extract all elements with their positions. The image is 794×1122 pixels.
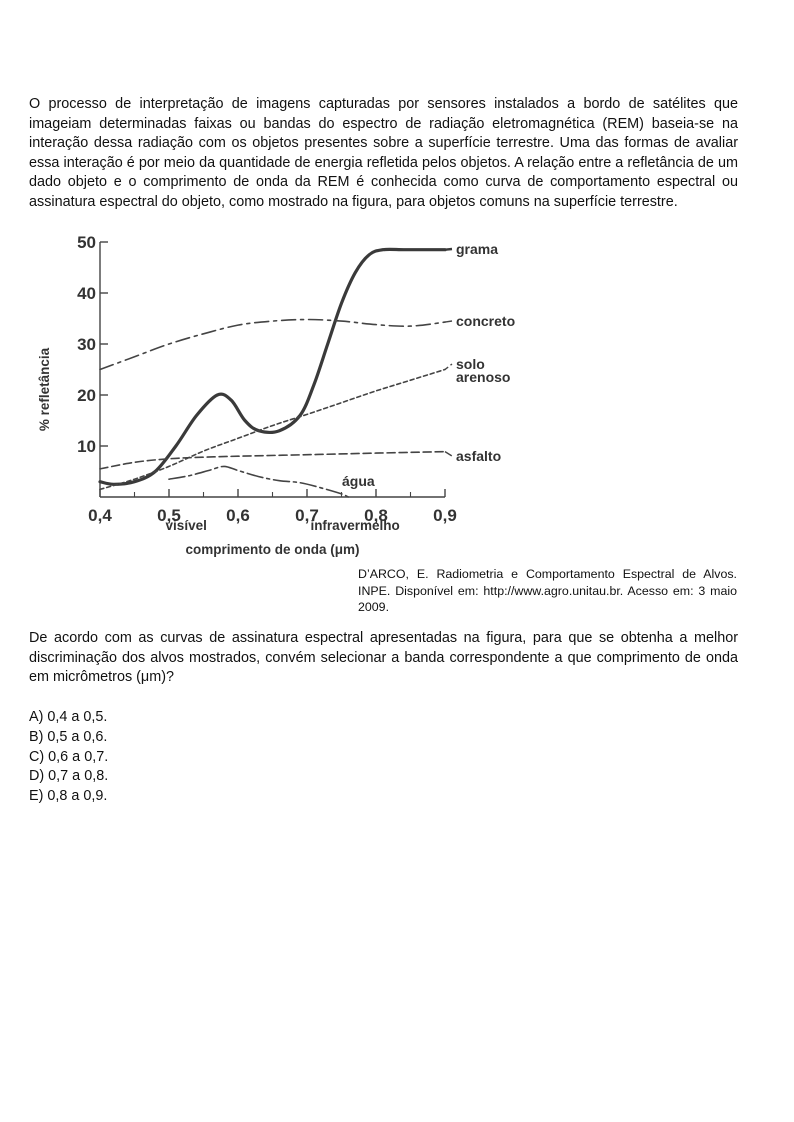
series-label-solo-arenoso: arenoso bbox=[456, 369, 510, 385]
question-paragraph: De acordo com as curvas de assinatura es… bbox=[29, 630, 738, 686]
x-tick-label: 0,4 bbox=[88, 506, 112, 525]
option-c[interactable]: C) 0,6 a 0,7. bbox=[29, 748, 109, 765]
y-tick-label: 30 bbox=[77, 335, 96, 354]
chart-axes bbox=[99, 242, 445, 498]
leader-solo-arenoso bbox=[444, 363, 453, 371]
x-tick-label: 0,7 bbox=[295, 506, 319, 525]
x-tick-label: 0,6 bbox=[226, 506, 250, 525]
leader-concreto bbox=[444, 320, 453, 323]
y-tick-label: 50 bbox=[77, 233, 96, 252]
x-tick-label: 0,8 bbox=[364, 506, 388, 525]
leader-grama bbox=[444, 247, 453, 251]
option-e[interactable]: E) 0,8 a 0,9. bbox=[29, 788, 108, 805]
y-tick-label: 20 bbox=[77, 386, 96, 405]
y-tick-label: 40 bbox=[77, 284, 96, 303]
region-label-visivel: visível bbox=[166, 518, 207, 533]
chart-curves bbox=[98, 247, 453, 498]
x-tick-label: 0,5 bbox=[157, 506, 181, 525]
x-tick-label: 0,9 bbox=[433, 506, 457, 525]
series-label-grama: grama bbox=[456, 241, 498, 257]
series-label-asfalto: asfalto bbox=[456, 448, 501, 464]
option-a[interactable]: A) 0,4 a 0,5. bbox=[29, 709, 108, 725]
series-label-agua: água bbox=[342, 473, 375, 489]
y-axis-title: % refletância bbox=[37, 347, 52, 431]
region-label-infravermelho: infravermelho bbox=[310, 518, 399, 533]
curve-grama bbox=[98, 247, 447, 486]
curve-concreto bbox=[99, 318, 446, 371]
leader-asfalto bbox=[444, 451, 453, 457]
curve-asfalto bbox=[99, 450, 446, 470]
option-d[interactable]: D) 0,7 a 0,8. bbox=[29, 768, 109, 785]
chart-ticks: 10 20 30 40 50 0,4 0,5 0,6 0,7 0,8 0,9 bbox=[77, 233, 457, 525]
option-b[interactable]: B) 0,5 a 0,6. bbox=[29, 728, 108, 745]
spectral-signature-chart: 10 20 30 40 50 0,4 0,5 0,6 0,7 0,8 0,9 visível infr… bbox=[37, 233, 515, 557]
series-label-solo-arenoso: solo bbox=[456, 356, 485, 372]
curve-agua bbox=[168, 465, 350, 498]
answer-options: A) 0,4 a 0,5. B) 0,5 a 0,6. C) 0,6 a 0,7… bbox=[29, 708, 108, 807]
y-tick-label: 10 bbox=[77, 437, 96, 456]
chart-labels: visível infravermelho comprimento de onda … bbox=[37, 241, 515, 557]
figure-citation: D’ARCO, E. Radiometria e Comportamento E… bbox=[358, 567, 737, 615]
curve-solo-arenoso bbox=[99, 368, 446, 491]
series-label-concreto: concreto bbox=[456, 313, 515, 329]
x-axis-title: comprimento de onda (μm) bbox=[185, 542, 359, 557]
intro-paragraph: O processo de interpretação de imagens c… bbox=[29, 96, 738, 210]
